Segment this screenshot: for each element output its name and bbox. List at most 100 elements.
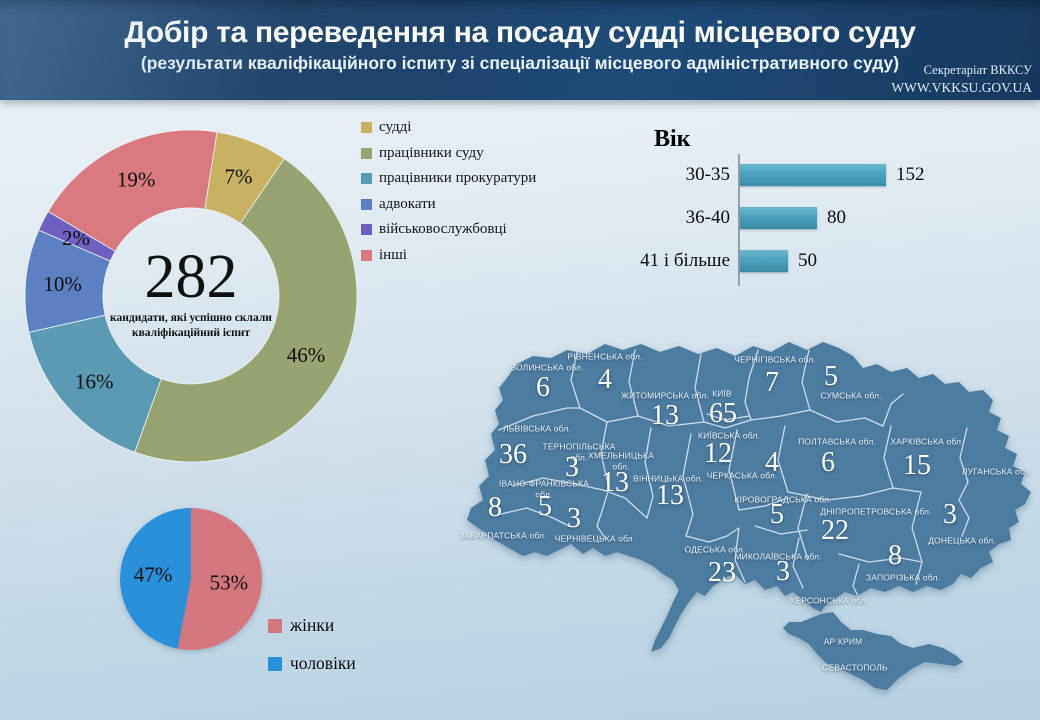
legend-swatch: [361, 173, 372, 184]
region-value: 4: [765, 447, 779, 478]
legend-swatch: [361, 224, 372, 235]
page-title: Добір та переведення на посаду судді міс…: [124, 16, 916, 49]
legend-swatch: [268, 618, 282, 633]
region-value: 12: [704, 438, 732, 469]
bar-row: 41 і більше 50: [640, 250, 1028, 272]
region-name-label: ДНІПРОПЕТРОВСЬКА обл.: [820, 506, 932, 517]
region-name-label: ПОЛТАВСЬКА обл.: [798, 436, 876, 447]
candidates-donut-chart: 7% 46% 16% 10% 2% 19%: [21, 126, 361, 466]
region-value: 13: [656, 480, 684, 511]
ukraine-map: ВОЛИНСЬКА обл. 6 РІВНЕНСЬКА обл. 4 ЖИТОМИРСЬ…: [455, 330, 1035, 720]
legend-label: інші: [379, 246, 407, 263]
legend-label: адвокати: [379, 195, 436, 212]
age-bar-chart: Вік 30-35 152 36-40 80 41 і більше 50: [620, 120, 1040, 310]
region-name-label: СУМСЬКА обл.: [820, 390, 882, 401]
region-value: 13: [651, 400, 679, 431]
org-block: Секретаріат ВККСУ WWW.VKKSU.GOV.UA: [891, 62, 1032, 97]
region-name-label: РІВНЕНСЬКА обл.: [567, 351, 643, 362]
region-value: 5: [770, 499, 784, 530]
age-chart-title: Вік: [654, 126, 691, 152]
region-value: 4: [598, 364, 612, 395]
bar-category-label: 36-40: [685, 207, 730, 228]
mainland-outline: [467, 342, 1031, 652]
legend-label: працівники суду: [379, 144, 484, 161]
region-value: 8: [488, 492, 502, 523]
region-name-label: ЗАКАРПАТСЬКА обл.: [459, 530, 547, 541]
region-name-label: ХЕРСОНСЬКА обл.: [789, 595, 869, 606]
donut-segment: [47, 129, 218, 252]
gender-legend: жінки чоловіки: [268, 615, 356, 691]
legend-item: жінки: [268, 615, 356, 636]
region-name-label: ВОЛИНСЬКА обл.: [510, 362, 584, 373]
donut-segment: [134, 158, 358, 463]
region-name-label: ТЕРНОПІЛЬСЬКА обл.: [542, 441, 616, 462]
org-website: WWW.VKKSU.GOV.UA: [891, 79, 1032, 95]
region-name-label: ЧЕРНІВЕЦЬКА обл.: [554, 533, 636, 544]
pie-percent-label: 47%: [133, 562, 173, 587]
region-name-label: КИЇВ: [712, 388, 732, 399]
region-name-label: ЧЕРКАСЬКА обл.: [706, 470, 778, 481]
region-name-label: ВІННИЦЬКА обл.: [633, 473, 703, 484]
legend-label: військовослужбовці: [379, 221, 507, 237]
legend-item: працівники прокуратури: [361, 170, 536, 187]
bar-value-label: 80: [827, 207, 846, 228]
region-name-label: ХМЕЛЬНИЦЬКА обл.: [588, 450, 654, 471]
legend-swatch: [361, 249, 372, 261]
region-name-label: ІВАНО-ФРАНКІВСЬКА обл.: [499, 478, 589, 499]
legend-label: працівники прокуратури: [379, 170, 537, 186]
crimea-outline: [783, 612, 963, 690]
donut-percent-label: 46%: [287, 343, 326, 367]
region-name-label: ЗАПОРІЗЬКА обл.: [866, 572, 940, 583]
oblast-borders: [498, 349, 970, 603]
region-value: 36: [499, 439, 527, 470]
legend-swatch: [268, 656, 282, 671]
legend-item: військовослужбовці: [361, 221, 536, 238]
region-value: 3: [943, 499, 957, 530]
region-value: 15: [903, 450, 931, 481]
region-value: 6: [536, 372, 550, 403]
region-name-label: ЛУГАНСЬКА обл.: [961, 466, 1033, 477]
region-value: 3: [567, 503, 581, 534]
donut-legend: судді працівники суду працівники прокурату…: [361, 119, 536, 272]
region-value: 7: [765, 367, 779, 398]
region-name-label: ОДЕСЬКА обл.: [684, 544, 746, 555]
bar-row: 36-40 80: [686, 207, 1028, 229]
legend-swatch: [361, 198, 372, 210]
donut-percent-label: 16%: [75, 370, 114, 394]
bar-row: 30-35 152: [686, 164, 1028, 186]
region-value: 3: [776, 556, 790, 587]
region-name-label: ХАРКІВСЬКА обл.: [890, 436, 964, 447]
bar-value-label: 50: [798, 250, 817, 271]
region-value: 5: [824, 361, 838, 392]
age-bar-rows: 30-35 152 36-40 80 41 і більше 50: [640, 154, 1028, 286]
legend-item: працівники суду: [361, 145, 536, 162]
region-value: 8: [888, 540, 902, 571]
region-value: 5: [538, 491, 552, 522]
legend-item: судді: [361, 119, 536, 136]
region-value: 6: [821, 447, 835, 478]
bar: [740, 250, 788, 272]
donut-percent-label: 7%: [224, 164, 252, 188]
gender-pie-chart: 53% 47%: [120, 508, 262, 650]
region-name-label: КІРОВОГРАДСЬКА обл.: [734, 494, 832, 505]
region-value: 22: [821, 515, 849, 546]
pie-percent-label: 53%: [209, 570, 249, 595]
legend-label: чоловіки: [290, 653, 356, 673]
region-name-label: СЕВАСТОПОЛЬ: [822, 662, 888, 673]
region-name-label: ЖИТОМИРСЬКА обл.: [621, 390, 709, 401]
region-value: 3: [565, 452, 579, 483]
region-name-label: ЛЬВІВСЬКА обл.: [503, 423, 571, 434]
region-name-label: КИЇВСЬКА обл.: [698, 430, 760, 441]
legend-item: адвокати: [361, 196, 536, 213]
legend-label: судді: [379, 119, 412, 135]
bar: [740, 164, 886, 186]
bar-value-label: 152: [896, 164, 925, 185]
region-value: 23: [708, 557, 736, 588]
region-name-label: АР КРИМ: [823, 636, 863, 647]
legend-swatch: [361, 122, 372, 133]
page-subtitle: (результати кваліфікаційного іспиту зі с…: [140, 53, 900, 73]
bar-category-label: 30-35: [685, 164, 730, 185]
legend-label: жінки: [290, 615, 335, 635]
header: Добір та переведення на посаду судді міс…: [0, 0, 1040, 100]
